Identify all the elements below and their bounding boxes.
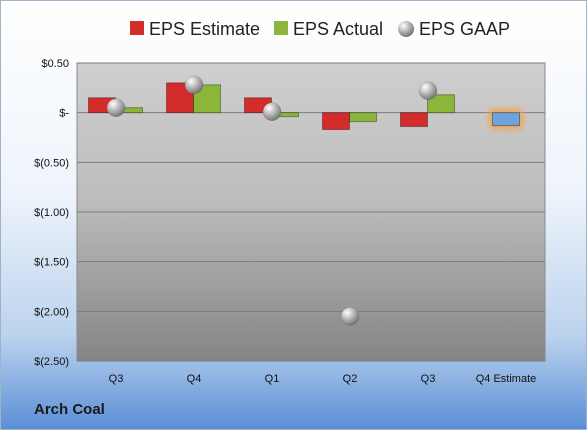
y-tick-label: $(2.50) (34, 356, 69, 368)
gaap-markers (106, 75, 438, 326)
x-tick-label: Q3 (109, 373, 124, 385)
x-tick-label: Q4 Estimate (476, 373, 537, 385)
legend-swatch-eps-estimate (130, 21, 144, 35)
legend-label-eps-gaap: EPS GAAP (419, 19, 510, 39)
y-tick-label: $(0.50) (34, 157, 69, 169)
y-tick-label: $(1.00) (34, 207, 69, 219)
eps-actual-bar (349, 112, 377, 123)
bars (88, 82, 524, 131)
eps-actual-bar (427, 94, 455, 114)
q4-estimate-bar (492, 112, 520, 127)
eps-gaap-marker (262, 102, 282, 121)
y-tick-label: $- (59, 108, 69, 120)
eps-gaap-marker (106, 98, 126, 117)
eps-gaap-marker (418, 81, 438, 101)
legend-label-eps-actual: EPS Actual (293, 19, 383, 39)
eps-gaap-marker (184, 75, 204, 95)
x-tick-label: Q1 (265, 373, 280, 385)
company-name: Arch Coal (34, 401, 105, 418)
x-tick-label: Q4 (187, 373, 202, 385)
legend-swatch-eps-actual (274, 21, 288, 35)
y-tick-label: $0.50 (41, 58, 69, 70)
x-axis-ticks: Q3 Q4 Q1 Q2 Q3 Q4 Estimate (109, 373, 537, 385)
x-tick-label: Q3 (421, 373, 436, 385)
eps-estimate-bar (400, 112, 428, 128)
y-axis-ticks: $0.50 $- $(0.50) $(1.00) $(1.50) $(2.00) $(2.5… (34, 58, 69, 368)
legend-marker-eps-gaap (398, 21, 414, 37)
gridlines (77, 62, 545, 362)
legend-label-eps-estimate: EPS Estimate (149, 19, 260, 39)
eps-gaap-marker (340, 307, 360, 326)
x-tick-label: Q2 (343, 373, 358, 385)
y-tick-label: $(2.00) (34, 306, 69, 318)
y-tick-label: $(1.50) (34, 257, 69, 269)
legend: EPS Estimate EPS Actual EPS GAAP (130, 19, 510, 39)
eps-estimate-bar (322, 112, 350, 131)
